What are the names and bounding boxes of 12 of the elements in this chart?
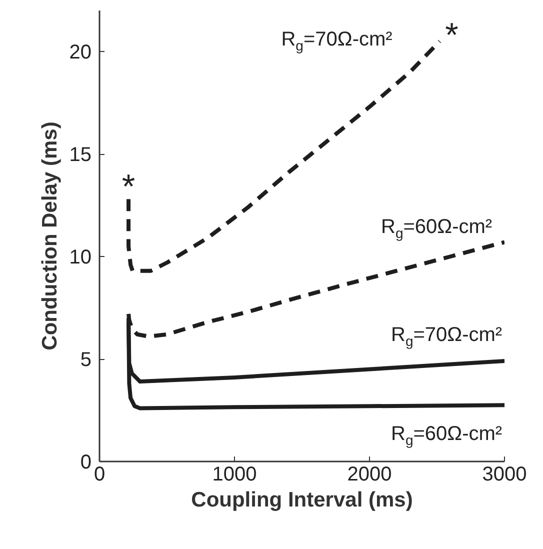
x-tick-label: 1000 <box>212 464 257 486</box>
x-tick-label: 3000 <box>482 464 527 486</box>
x-tick-label: 2000 <box>347 464 392 486</box>
y-tick-label: 5 <box>80 349 92 371</box>
annotation: * <box>122 168 136 206</box>
y-axis-title: Conduction Delay (ms) <box>38 122 62 350</box>
annotation: * <box>445 16 458 54</box>
y-tick-label: 10 <box>69 246 92 268</box>
y-tick-label: 15 <box>69 144 92 166</box>
x-axis-title: Coupling Interval (ms) <box>191 488 413 512</box>
y-tick-label: 20 <box>69 42 92 64</box>
x-tick-label: 0 <box>94 464 106 486</box>
